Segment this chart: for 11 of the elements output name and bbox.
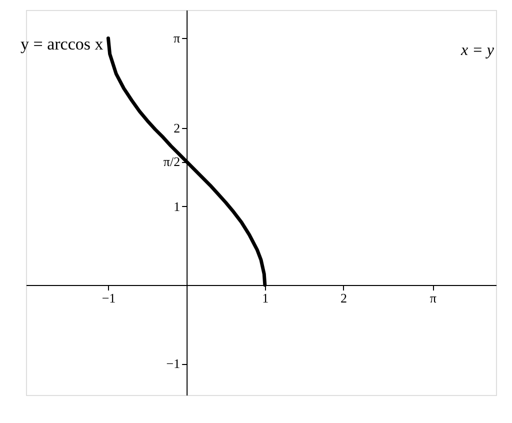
y-tick-label: 1 <box>174 198 180 214</box>
series-label: y = arccos x <box>20 34 104 54</box>
x-tick-label: 1 <box>262 290 269 306</box>
y-tick-label: π <box>174 30 181 46</box>
x-tick-label: π <box>430 290 437 306</box>
y-tick-label: π/2 <box>163 154 180 170</box>
x-tick-label: 2 <box>340 290 347 306</box>
x-tick-label: −1 <box>102 290 116 306</box>
y-tick-label: 2 <box>174 120 180 136</box>
annotation: x = y <box>460 42 495 59</box>
y-tick-label: −1 <box>166 356 180 372</box>
